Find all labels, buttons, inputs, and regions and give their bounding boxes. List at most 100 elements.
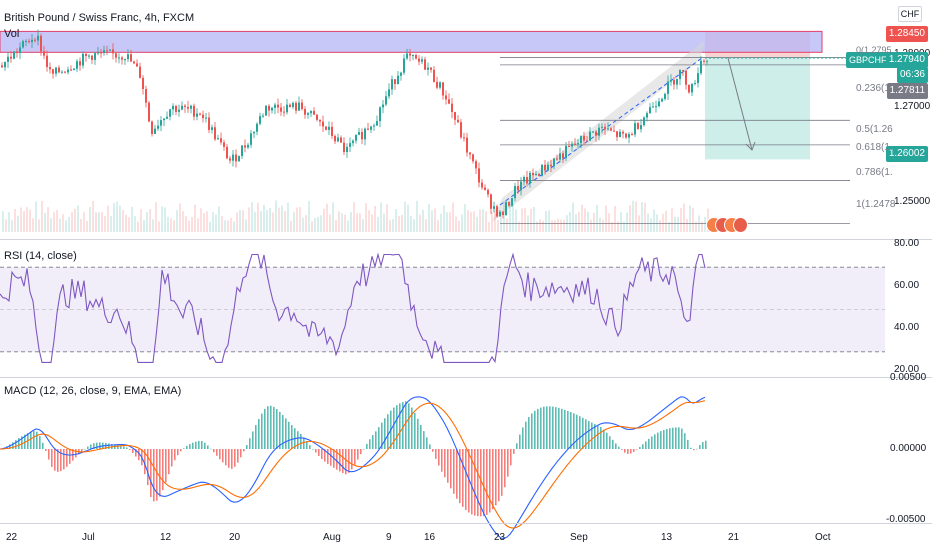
volume-bar [437,220,439,232]
volume-bar [152,219,154,232]
volume-bar [230,217,232,232]
macd-histogram-bar [336,449,338,470]
candle-body [616,131,618,138]
candle-body [283,111,285,113]
macd-histogram-bar [411,407,413,449]
candle-body [238,156,240,162]
macd-histogram-bar [147,449,149,486]
candle-body [184,105,186,108]
macd-histogram-bar [624,449,626,453]
volume-bar [398,215,400,232]
macd-histogram-bar [528,417,530,449]
candle-body [598,127,600,136]
macd-histogram-bar [276,409,278,449]
rsi-line [0,252,706,364]
volume-bar [515,209,517,232]
volume-bar [608,213,610,232]
candle-body [319,119,321,122]
volume-bar [545,211,547,232]
candle-body [370,126,372,130]
macd-histogram-bar [225,449,227,466]
currency-badge[interactable]: CHF [898,6,922,22]
candle-body [409,53,411,56]
volume-bar [338,211,340,232]
volume-bar [290,220,292,232]
macd-histogram-bar [453,449,455,494]
macd-histogram-bar [684,433,686,449]
volume-bar [215,214,217,232]
volume-bar [431,210,433,232]
volume-bar [209,221,211,232]
macd-histogram-bar [273,406,275,449]
volume-bar [377,216,379,232]
candle-body [211,127,213,130]
candle-body [85,53,87,57]
volume-bar [593,212,595,232]
volume-bar [395,209,397,232]
volume-bar [242,210,244,232]
candle-body [499,211,501,217]
macd-histogram-bar [237,449,239,463]
macd-histogram-bar [699,445,701,449]
volume-bar [371,214,373,232]
macd-histogram-bar [660,431,662,449]
macd-histogram-bar [666,428,668,449]
fib-label-05: 0.5(1.26 [856,124,893,135]
candle-body [91,55,93,60]
volume-bar [656,214,658,232]
candle-body [169,109,171,117]
macd-signal-line [0,400,706,529]
volume-bar [428,203,430,232]
macd-histogram-bar [180,449,182,452]
candle-body [268,105,270,111]
rsi-tick: 80.00 [894,238,920,249]
candle-body [352,140,354,144]
symbol-tag: GBPCHF [846,52,890,68]
volume-bar [521,208,523,232]
macd-histogram-bar [282,415,284,449]
macd-histogram-bar [540,407,542,449]
volume-bar [83,212,85,232]
macd-histogram-bar [261,413,263,449]
candle-body [694,83,696,85]
volume-bar [17,215,19,232]
volume-bar [218,206,220,232]
volume-bar [92,200,94,232]
volume-bar [440,213,442,232]
volume-bar [197,218,199,232]
macd-histogram-bar [207,445,209,449]
volume-bar [80,219,82,232]
candle-body [286,104,288,113]
macd-histogram-bar [51,449,53,467]
macd-histogram-bar [705,440,707,449]
candle-body [571,143,573,147]
volume-bar [557,218,559,232]
candle-body [583,135,585,141]
macd-histogram-bar [267,406,269,449]
volume-bar [704,217,706,232]
candle-body [67,69,69,73]
candle-body [487,189,489,195]
volume-bar [161,206,163,232]
macd-histogram-bar [123,446,125,449]
time-tick: 22 [6,532,18,543]
candle-body [241,145,243,157]
volume-bar [41,200,43,232]
volume-bar [293,211,295,232]
volume-bar [566,215,568,232]
macd-histogram-bar [645,441,647,449]
volume-bar [308,200,310,232]
macd-histogram-bar [369,439,371,449]
candle-body [472,154,474,162]
macd-histogram-bar [306,441,308,449]
macd-histogram-bar [450,449,452,489]
pane-separator[interactable] [0,377,932,378]
candle-body [625,133,627,138]
events-icon[interactable] [706,217,748,233]
macd-histogram-bar [492,449,494,510]
pane-separator[interactable] [0,239,932,240]
candle-body [52,69,54,74]
volume-bar [305,215,307,232]
